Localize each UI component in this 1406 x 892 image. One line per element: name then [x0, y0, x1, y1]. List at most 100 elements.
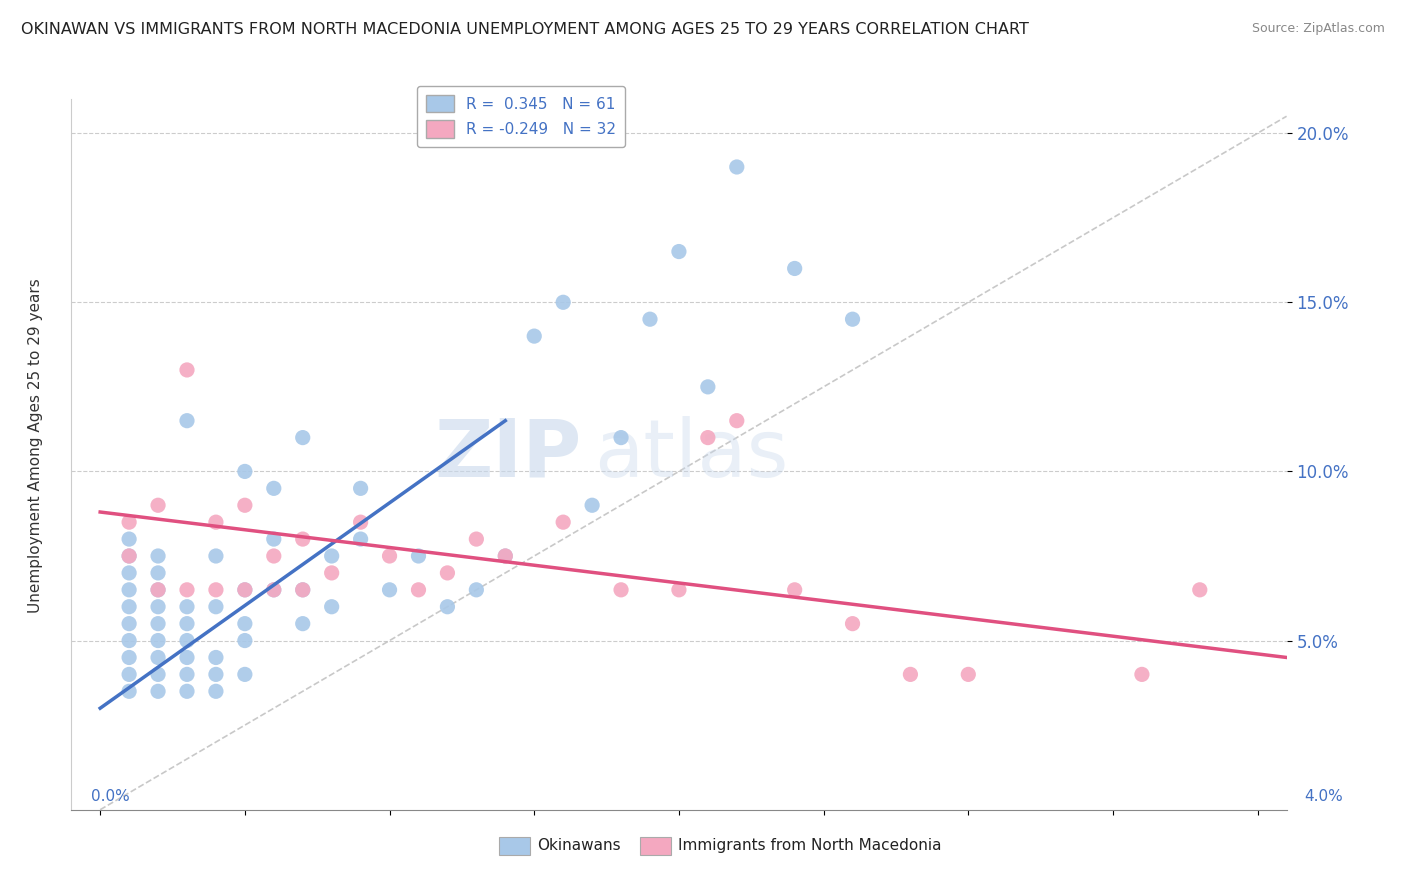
Text: Unemployment Among Ages 25 to 29 years: Unemployment Among Ages 25 to 29 years: [28, 278, 42, 614]
Point: [205, 650, 228, 665]
Point: [1130, 667, 1153, 681]
Point: [349, 515, 371, 529]
Point: [118, 667, 141, 681]
Point: [900, 667, 922, 681]
Text: 4.0%: 4.0%: [1303, 789, 1343, 805]
Point: [233, 582, 256, 597]
Point: [233, 498, 256, 512]
Point: [1188, 582, 1211, 597]
Point: [465, 532, 488, 546]
Point: [176, 684, 198, 698]
Point: [378, 549, 401, 563]
Point: [553, 295, 575, 310]
Point: [321, 599, 343, 614]
Point: [118, 684, 141, 698]
Point: [146, 582, 169, 597]
Legend: R =  0.345   N = 61, R = -0.249   N = 32: R = 0.345 N = 61, R = -0.249 N = 32: [418, 86, 624, 147]
Point: [233, 465, 256, 479]
Point: [118, 549, 141, 563]
Point: [725, 160, 748, 174]
Point: [263, 582, 285, 597]
Point: [205, 667, 228, 681]
Point: [118, 599, 141, 614]
Point: [696, 431, 718, 445]
Point: [263, 481, 285, 495]
Text: ZIP: ZIP: [434, 416, 582, 493]
Point: [321, 549, 343, 563]
Point: [523, 329, 546, 343]
Point: [841, 312, 863, 326]
Point: [263, 549, 285, 563]
Point: [176, 414, 198, 428]
Point: [233, 616, 256, 631]
Point: [291, 582, 314, 597]
Point: [118, 582, 141, 597]
Point: [146, 667, 169, 681]
Point: [146, 633, 169, 648]
Point: [233, 582, 256, 597]
Point: [291, 431, 314, 445]
Point: [146, 650, 169, 665]
Point: [146, 549, 169, 563]
Point: [118, 532, 141, 546]
Point: [146, 582, 169, 597]
Point: [610, 431, 633, 445]
Point: [291, 616, 314, 631]
Point: [725, 414, 748, 428]
Point: [696, 380, 718, 394]
Point: [408, 582, 430, 597]
Point: [349, 532, 371, 546]
Point: [176, 363, 198, 377]
Point: [205, 684, 228, 698]
Point: [581, 498, 603, 512]
Point: [408, 549, 430, 563]
Point: [783, 261, 806, 276]
Point: [668, 582, 690, 597]
Text: OKINAWAN VS IMMIGRANTS FROM NORTH MACEDONIA UNEMPLOYMENT AMONG AGES 25 TO 29 YEA: OKINAWAN VS IMMIGRANTS FROM NORTH MACEDO…: [21, 22, 1029, 37]
Point: [118, 549, 141, 563]
Point: [146, 566, 169, 580]
Point: [494, 549, 516, 563]
Point: [321, 566, 343, 580]
Point: [668, 244, 690, 259]
Point: [118, 633, 141, 648]
Point: [553, 515, 575, 529]
Point: [494, 549, 516, 563]
Point: [176, 616, 198, 631]
Point: [263, 582, 285, 597]
Point: [176, 633, 198, 648]
Text: Okinawans: Okinawans: [537, 838, 620, 853]
Point: [263, 532, 285, 546]
Point: [205, 549, 228, 563]
Text: atlas: atlas: [593, 416, 789, 493]
Point: [783, 582, 806, 597]
Text: Immigrants from North Macedonia: Immigrants from North Macedonia: [678, 838, 941, 853]
Point: [176, 667, 198, 681]
Point: [118, 566, 141, 580]
Point: [610, 582, 633, 597]
Point: [349, 481, 371, 495]
Point: [146, 684, 169, 698]
Point: [233, 667, 256, 681]
Point: [205, 582, 228, 597]
Point: [205, 599, 228, 614]
Point: [378, 582, 401, 597]
Point: [146, 599, 169, 614]
Point: [176, 650, 198, 665]
Point: [118, 650, 141, 665]
Point: [436, 566, 458, 580]
Point: [205, 515, 228, 529]
Point: [146, 498, 169, 512]
Point: [638, 312, 661, 326]
Text: 0.0%: 0.0%: [91, 789, 131, 805]
Point: [146, 616, 169, 631]
Text: Source: ZipAtlas.com: Source: ZipAtlas.com: [1251, 22, 1385, 36]
Point: [176, 599, 198, 614]
Point: [176, 582, 198, 597]
Point: [291, 532, 314, 546]
Point: [841, 616, 863, 631]
Point: [436, 599, 458, 614]
Point: [233, 633, 256, 648]
Point: [957, 667, 980, 681]
Point: [465, 582, 488, 597]
